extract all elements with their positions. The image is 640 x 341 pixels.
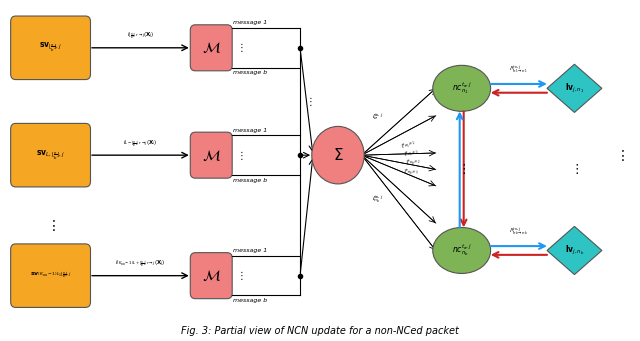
Text: $\mathcal{M}$: $\mathcal{M}$: [202, 148, 221, 163]
Text: $\mathcal{M}$: $\mathcal{M}$: [202, 40, 221, 55]
Text: $\vdots$: $\vdots$: [45, 218, 56, 233]
Text: $I_{(K_{aa}-1)L+\lfloor\frac{n}{b}\rfloor,r\to j}(\mathbf{X}_j)$: $I_{(K_{aa}-1)L+\lfloor\frac{n}{b}\rfloo…: [115, 259, 166, 269]
Text: $\mathbf{lv}_{j,n_b}$: $\mathbf{lv}_{j,n_b}$: [564, 244, 584, 257]
FancyBboxPatch shape: [11, 244, 90, 308]
Text: message b: message b: [233, 178, 268, 183]
Ellipse shape: [433, 227, 491, 273]
Text: $I_{\lfloor\frac{n}{b}\rfloor,r\to j}(\mathbf{X}_j)$: $I_{\lfloor\frac{n}{b}\rfloor,r\to j}(\m…: [127, 31, 154, 41]
Text: $I_{L-\lfloor\frac{n}{b}\rfloor,r\to j}(\mathbf{X}_i)$: $I_{L-\lfloor\frac{n}{b}\rfloor,r\to j}(…: [123, 138, 157, 149]
Text: $\vdots$: $\vdots$: [305, 95, 313, 108]
Text: $nc^{t_a,j}_{n_1}$: $nc^{t_a,j}_{n_1}$: [452, 80, 472, 96]
Text: $\Sigma$: $\Sigma$: [333, 147, 343, 163]
Text: message 1: message 1: [233, 20, 268, 25]
Text: $\mathbf{sv}_{L,\lfloor\frac{n}{b}\rfloor,j}$: $\mathbf{sv}_{L,\lfloor\frac{n}{b}\rfloo…: [36, 149, 65, 162]
Text: $I^{t_a,j}_{n_b}$: $I^{t_a,j}_{n_b}$: [372, 193, 383, 205]
Text: message 1: message 1: [233, 248, 268, 253]
Text: $\vdots$: $\vdots$: [237, 269, 244, 282]
Text: $\vdots$: $\vdots$: [457, 162, 466, 176]
Polygon shape: [547, 226, 602, 275]
Text: $\vdots$: $\vdots$: [237, 149, 244, 162]
Text: Fig. 3: Partial view of NCN update for a non-NCed packet: Fig. 3: Partial view of NCN update for a…: [181, 326, 459, 336]
Text: $\mathcal{M}$: $\mathcal{M}$: [202, 268, 221, 283]
Text: $nc^{t_a,j}_{n_b}$: $nc^{t_a,j}_{n_b}$: [452, 242, 472, 258]
Text: $F_{n_b,n_2}$: $F_{n_b,n_2}$: [406, 156, 422, 168]
Text: message b: message b: [233, 298, 268, 303]
Ellipse shape: [312, 127, 364, 184]
Text: $\vdots$: $\vdots$: [237, 41, 244, 54]
Text: $\vdots$: $\vdots$: [614, 148, 624, 163]
Text: $I^{t_a,j}_{\sigma}$: $I^{t_a,j}_{\sigma}$: [372, 112, 383, 122]
FancyBboxPatch shape: [190, 25, 232, 71]
Text: $\vdots$: $\vdots$: [570, 162, 579, 176]
Text: $F_{n_1,n_3}$: $F_{n_1,n_3}$: [404, 146, 420, 160]
FancyBboxPatch shape: [11, 123, 90, 187]
Text: $F_{n_1,n_2}$: $F_{n_1,n_2}$: [399, 137, 417, 152]
FancyBboxPatch shape: [11, 16, 90, 79]
Polygon shape: [547, 64, 602, 113]
Ellipse shape: [433, 65, 491, 112]
Text: $\mathbf{lv}_{j,n_1}$: $\mathbf{lv}_{j,n_1}$: [564, 82, 584, 95]
Text: $\Lambda^{t_a,j}_{n_b\to n_b}$: $\Lambda^{t_a,j}_{n_b\to n_b}$: [509, 226, 528, 238]
Text: $\Lambda^{t_a,j}_{n_1\to n_1}$: $\Lambda^{t_a,j}_{n_1\to n_1}$: [509, 64, 528, 76]
FancyBboxPatch shape: [190, 253, 232, 299]
Text: message b: message b: [233, 70, 268, 75]
Text: message 1: message 1: [233, 128, 268, 133]
FancyBboxPatch shape: [190, 132, 232, 178]
Text: $\mathbf{sv}_{(K_{aa}-1)L_1\lfloor\frac{n}{b}\rfloor,j}$: $\mathbf{sv}_{(K_{aa}-1)L_1\lfloor\frac{…: [29, 271, 72, 280]
Text: $F_{n_b,n_3}$: $F_{n_b,n_3}$: [404, 167, 419, 177]
Text: $\mathbf{sv}_{\lfloor\frac{n}{b}\rfloor,j}$: $\mathbf{sv}_{\lfloor\frac{n}{b}\rfloor,…: [39, 41, 62, 55]
